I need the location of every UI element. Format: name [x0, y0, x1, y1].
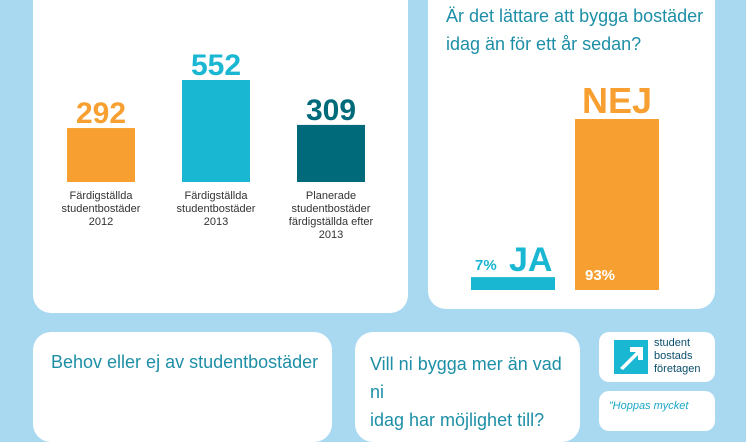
charts-svg: 292Färdigställdastudentbostäder2012552Fä…: [62, 49, 659, 290]
yes-no-bar-nej: [575, 119, 659, 290]
yes-no-title: Är det lättare att bygga bostäder idag ä…: [446, 2, 706, 58]
bar-3: [297, 124, 365, 182]
bar-category-label-1-line-1: Färdigställda: [70, 190, 134, 202]
bar-category-label-3-line-3: färdigställda efter: [289, 216, 374, 228]
bar-category-label-2-line-3: 2013: [204, 216, 228, 228]
bar-category-label-1-line-2: studentbostäder: [62, 203, 141, 215]
bar-category-label-2-line-1: Färdigställda: [185, 190, 249, 202]
bar-2: [182, 80, 250, 182]
quote-text: ”Hoppas mycket: [609, 400, 689, 412]
need-title: Behov eller ej av studentbostäder: [51, 352, 319, 372]
bar-category-label-3-line-4: 2013: [319, 229, 343, 241]
bar-1: [67, 128, 135, 182]
bar-value-label-1: 292: [76, 97, 126, 130]
yes-no-category-label-nej: NEJ: [582, 80, 652, 121]
yes-no-value-label-nej: 93%: [585, 267, 615, 284]
yes-no-category-label-ja: JA: [509, 241, 552, 279]
logo-line-2: bostads: [654, 350, 693, 362]
bar-value-label-3: 309: [306, 94, 356, 127]
yes-no-card: [428, 0, 715, 309]
logo-svg: [614, 340, 648, 374]
bar-category-label-3-line-1: Planerade: [306, 190, 356, 202]
yes-no-title-line-2: idag än för ett år sedan?: [446, 34, 642, 54]
bar-category-label-3-line-2: studentbostäder: [292, 203, 371, 215]
build-more-title-line-1: Vill ni bygga mer än vad ni: [370, 354, 562, 402]
yes-no-bar-ja: [471, 277, 555, 290]
bar-value-label-2: 552: [191, 49, 241, 82]
arrow-logo-icon: [614, 340, 648, 374]
bar-category-label-1-line-3: 2012: [89, 216, 113, 228]
bar-category-label-2-line-2: studentbostäder: [177, 203, 256, 215]
yes-no-value-label-ja: 7%: [475, 257, 497, 274]
logo-line-1: student: [654, 337, 691, 349]
logo-line-3: företagen: [654, 363, 701, 375]
yes-no-title-line-1: Är det lättare att bygga bostäder: [446, 6, 704, 26]
logo-text: student bostads företagen: [654, 337, 700, 376]
